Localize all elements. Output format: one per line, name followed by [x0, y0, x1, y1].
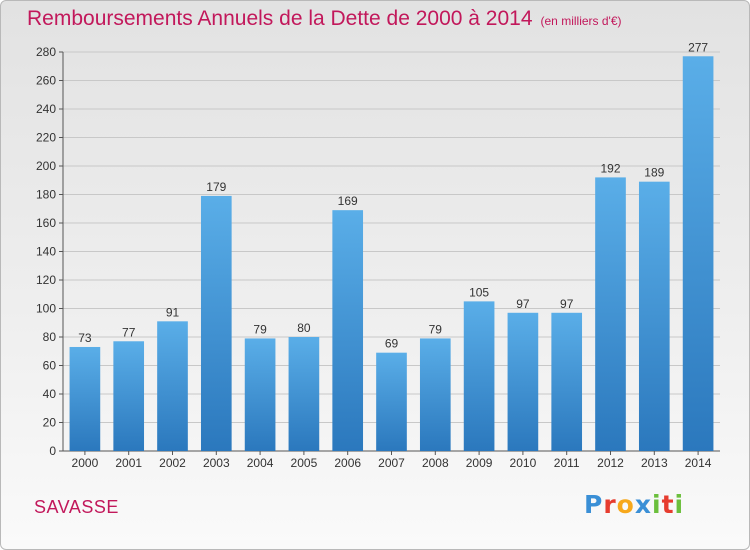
bars — [69, 56, 714, 452]
x-tick-label: 2005 — [291, 456, 318, 470]
x-tick-label: 2002 — [159, 456, 186, 470]
bar — [507, 312, 539, 451]
y-tick-label: 260 — [36, 74, 56, 88]
title-text: Remboursements Annuels de la Dette de 20… — [27, 7, 533, 30]
y-tick-label: 0 — [49, 444, 56, 458]
y-tick-label: 280 — [36, 45, 56, 59]
y-tick-label: 80 — [43, 330, 57, 344]
y-tick-label: 180 — [36, 188, 56, 202]
bar — [463, 301, 495, 451]
y-tick-label: 240 — [36, 102, 56, 116]
x-tick-label: 2001 — [115, 456, 142, 470]
logo-letter: i — [652, 490, 662, 519]
y-tick-label: 160 — [36, 216, 56, 230]
bar — [419, 338, 451, 451]
logo-letter: o — [616, 490, 635, 519]
bar-value-label: 79 — [253, 322, 267, 336]
y-tick-label: 220 — [36, 131, 56, 145]
y-tick-label: 200 — [36, 159, 56, 173]
y-tick-label: 60 — [43, 359, 57, 373]
bar — [332, 210, 364, 451]
bar-value-label: 189 — [644, 166, 664, 180]
bar-value-label: 192 — [600, 161, 620, 175]
bar — [595, 177, 626, 451]
bar-value-label: 79 — [429, 322, 443, 336]
bar — [200, 195, 232, 451]
bar — [244, 338, 276, 451]
logo-letter: t — [661, 490, 675, 519]
proxiti-logo: Proxiti — [584, 490, 684, 519]
y-tick-label: 40 — [43, 387, 57, 401]
bar — [551, 312, 583, 451]
x-tick-label: 2006 — [334, 456, 361, 470]
logo-letter: r — [603, 490, 617, 519]
x-tick-label: 2013 — [641, 456, 668, 470]
x-tick-label: 2010 — [510, 456, 537, 470]
unit-note: (en milliers d'€) — [540, 14, 622, 28]
x-tick-label: 2012 — [597, 456, 624, 470]
x-tick-label: 2014 — [685, 456, 712, 470]
labels: 73 2000 77 2001 91 2002 179 2003 79 2004 80 2005 169… — [72, 40, 712, 470]
bar-value-label: 80 — [297, 321, 311, 335]
bar-value-label: 97 — [516, 297, 530, 311]
y-tick-label: 120 — [36, 273, 56, 287]
y-tick-label: 20 — [43, 416, 57, 430]
bar — [638, 181, 670, 452]
bar-value-label: 169 — [338, 194, 358, 208]
y-tick-label: 100 — [36, 302, 56, 316]
x-tick-label: 2011 — [554, 456, 580, 470]
bar — [69, 346, 101, 451]
bar — [113, 341, 145, 451]
bar-value-label: 77 — [122, 325, 136, 339]
bar — [682, 56, 714, 452]
commune-name: SAVASSE — [34, 497, 119, 517]
bar-value-label: 69 — [385, 337, 399, 351]
x-tick-label: 2007 — [378, 456, 405, 470]
x-tick-label: 2003 — [203, 456, 230, 470]
chart-title: Remboursements Annuels de la Dette de 20… — [27, 7, 622, 31]
logo-letter: i — [674, 490, 685, 519]
bar — [376, 352, 407, 451]
logo-letter: P — [584, 490, 604, 519]
x-tick-label: 2000 — [72, 456, 99, 470]
bar — [288, 337, 320, 451]
bar — [157, 321, 188, 451]
bar-value-label: 91 — [166, 305, 180, 319]
logo-letter: x — [634, 490, 652, 519]
bar-value-label: 73 — [78, 331, 92, 345]
bar-value-label: 179 — [206, 180, 226, 194]
x-tick-label: 2008 — [422, 456, 449, 470]
bar-value-label: 97 — [560, 297, 574, 311]
bar-value-label: 277 — [688, 40, 708, 54]
x-tick-label: 2004 — [247, 456, 274, 470]
y-tick-label: 140 — [36, 245, 56, 259]
bar-value-label: 105 — [469, 285, 489, 299]
x-tick-label: 2009 — [466, 456, 493, 470]
